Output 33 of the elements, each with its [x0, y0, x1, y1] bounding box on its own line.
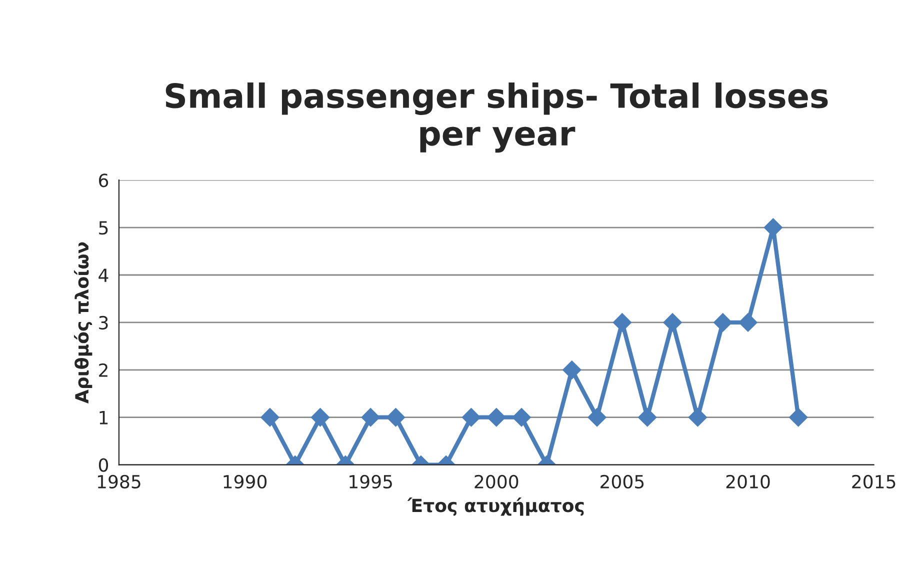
x-tick-label: 2000 [474, 474, 518, 488]
x-tick-label: 1985 [98, 474, 140, 488]
point [462, 408, 481, 427]
chart-title: Small passenger ships- Total losses per year [166, 82, 828, 153]
x-axis-title: Έτος ατυχήματος [407, 498, 584, 516]
x-tick-label: 1990 [224, 474, 267, 488]
point [310, 408, 330, 427]
point [738, 313, 758, 332]
point [588, 408, 606, 427]
point [612, 313, 632, 332]
x-tick-label: 2015 [852, 474, 896, 488]
point [562, 360, 582, 380]
x-tick-label: 1995 [350, 474, 392, 488]
point [688, 408, 708, 427]
point [638, 408, 657, 427]
y-tick-label: 4 [98, 268, 108, 282]
y-tick-label: 2 [99, 363, 108, 377]
point [361, 408, 380, 427]
point [713, 313, 732, 332]
y-tick-label: 3 [99, 316, 108, 330]
point [487, 408, 506, 427]
y-tick-label: 0 [98, 458, 108, 472]
x-tick-label: 2005 [600, 474, 644, 488]
y-axis-title: Αριθμός πλοίων [74, 242, 92, 404]
y-tick-label: 1 [100, 411, 108, 424]
point [260, 408, 280, 427]
point [386, 408, 406, 427]
point [788, 408, 808, 427]
x-tick-label: 2010 [726, 474, 770, 488]
point [512, 408, 531, 427]
point [663, 313, 682, 332]
y-tick-label: 6 [99, 174, 108, 188]
y-tick-label: 5 [99, 221, 108, 235]
